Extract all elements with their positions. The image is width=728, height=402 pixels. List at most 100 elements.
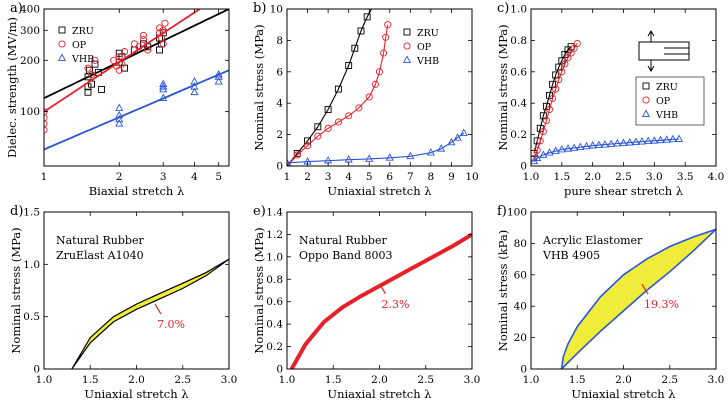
data-point: [115, 66, 123, 74]
panel-label: b): [253, 1, 266, 16]
x-tick-label: 9: [448, 171, 455, 183]
data-point: [91, 56, 99, 64]
data-point: [88, 71, 96, 79]
series-vhb: [531, 134, 684, 165]
data-point: [557, 144, 566, 153]
x-tick-label: 3.0: [464, 374, 481, 386]
data-point: [85, 66, 93, 74]
data-point: [324, 106, 332, 113]
data-point: [542, 116, 550, 125]
y-tick-label: 0.8: [510, 35, 527, 47]
fit-line-vhb: [44, 69, 229, 151]
y-tick-label: 1.0: [266, 251, 283, 263]
y-tick-label: 0.4: [266, 319, 283, 331]
specimen-notch: [664, 47, 690, 55]
legend-marker-op: [642, 96, 650, 104]
x-tick-label: 2.0: [128, 374, 145, 386]
x-tick-label: 2.5: [615, 171, 632, 183]
panel-b: 1 2 3 4 5 6 7 8 9 10 0 2 4 6 8 10 Uniaxial stretch λ Nomi…: [252, 1, 479, 198]
data-point: [426, 148, 435, 156]
x-tick-label: 3.5: [677, 171, 694, 183]
y-tick-label: 0: [520, 364, 527, 376]
hysteresis-percent: 7.0%: [157, 318, 185, 331]
data-point: [536, 137, 544, 145]
material-label: ZruElast A1040: [56, 249, 144, 262]
series-op: [287, 21, 392, 166]
data-point: [304, 142, 312, 150]
data-point: [363, 13, 371, 21]
y-tick-label: 6: [276, 66, 283, 78]
data-point: [159, 26, 167, 34]
material-label: VHB 4905: [542, 249, 600, 262]
material-label: Acrylic Elastomer: [542, 234, 643, 247]
data-point: [144, 46, 152, 54]
data-point: [190, 87, 199, 96]
y-tick-label: 1.0: [23, 259, 40, 271]
data-point: [139, 31, 147, 39]
y-tick-label: 0.4: [510, 98, 527, 110]
data-point: [115, 103, 124, 111]
x-tick-label: 2.5: [661, 374, 678, 386]
x-tick-label: 2: [304, 171, 311, 183]
data-point: [552, 85, 560, 93]
loading-curve: [289, 232, 472, 369]
data-point: [155, 24, 164, 32]
y-axis-label: Dielec. strength (MV/m): [5, 17, 19, 158]
data-point: [115, 114, 124, 123]
data-point: [214, 70, 223, 78]
hysteresis-loop: [71, 258, 229, 369]
data-point: [118, 60, 126, 68]
y-axis-label: Nominal stress (MPa): [9, 227, 23, 353]
x-tick-label: 1.0: [523, 171, 540, 183]
material-label: Natural Rubber: [56, 234, 144, 247]
x-tick-label: 3.0: [708, 374, 725, 386]
plot-area-b: [287, 9, 468, 166]
plot-area-c: [531, 39, 684, 165]
series-zru: [287, 9, 377, 166]
panel-label: f): [497, 204, 507, 219]
data-point: [539, 150, 548, 158]
x-tick-label: 1: [284, 171, 291, 183]
data-point: [84, 88, 92, 96]
legend: ZRU OP VHB: [57, 26, 94, 65]
data-point: [110, 56, 118, 64]
y-axis-label: Nominal stress (MPa): [252, 227, 266, 353]
y-tick-label: 100: [20, 106, 40, 118]
data-point: [573, 39, 581, 48]
y-tick-label: 0: [276, 364, 283, 376]
data-point: [293, 151, 301, 159]
data-point: [84, 64, 92, 72]
data-point: [533, 153, 542, 161]
x-tick-label: 4.0: [708, 171, 725, 183]
curve-vhb: [533, 138, 680, 162]
data-point: [357, 27, 365, 35]
x-tick-label: 10: [465, 171, 478, 183]
y-tick-label: 4: [276, 98, 283, 110]
hysteresis-percent: 19.3%: [644, 298, 679, 311]
data-point: [453, 133, 462, 141]
legend-label-zru: ZRU: [656, 82, 678, 93]
data-point: [588, 141, 597, 149]
y-tick-label: 1.2: [266, 229, 283, 241]
panel-c: 1.0 1.5 2.0 2.5 3.0 3.5 4.0 0 0.2 0.4 0.6 0.8 1.0 pur…: [496, 1, 724, 198]
specimen-inset: [638, 30, 690, 72]
data-point: [130, 40, 138, 48]
data-point: [380, 49, 388, 57]
data-point: [447, 137, 456, 146]
data-point: [375, 68, 384, 76]
x-tick-label: 1.5: [553, 171, 570, 183]
panel-label: a): [10, 1, 23, 16]
legend-label-vhb: VHB: [655, 110, 678, 121]
material-label: Oppo Band 8003: [299, 249, 392, 262]
y-tick-label: 0.5: [23, 311, 40, 323]
data-point: [561, 60, 569, 68]
x-tick-label: 1: [41, 171, 48, 183]
data-point: [570, 143, 579, 151]
x-axis-label: pure shear stretch λ: [564, 184, 683, 198]
curve-op: [533, 43, 578, 159]
data-point: [139, 35, 147, 44]
y-tick-label: 60: [514, 269, 527, 281]
fit-line-op: [44, 9, 201, 113]
y-tick-label: 80: [514, 238, 527, 250]
legend-label-op: OP: [417, 42, 432, 53]
